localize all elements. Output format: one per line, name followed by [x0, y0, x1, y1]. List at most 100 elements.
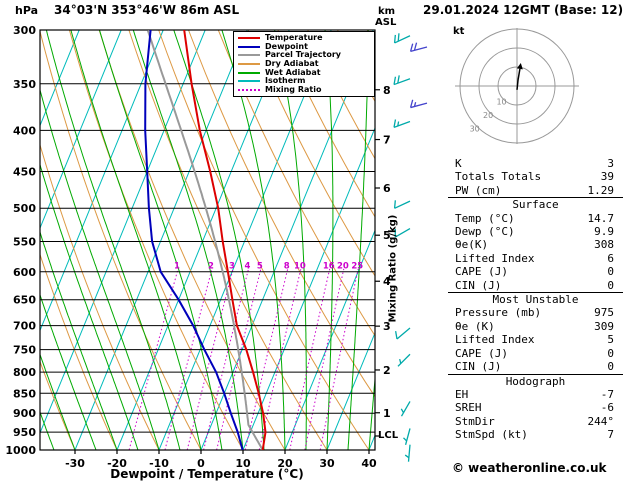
panel-row-label: Lifted Index	[455, 251, 535, 265]
hodograph-trace-arrow	[516, 63, 523, 70]
panel-row-value: 7	[607, 428, 614, 442]
pressure-tick-label: 500	[13, 202, 36, 215]
mixing-ratio-value-label: 4	[245, 261, 251, 271]
legend-item: Dry Adiabat	[234, 60, 374, 69]
legend-line-sample	[238, 71, 260, 74]
panel-row: Temp (°C) 14.7	[448, 212, 623, 225]
legend-label: Isotherm	[265, 76, 306, 86]
legend-item: Wet Adiabat	[234, 68, 374, 77]
km-tick-label: 6	[383, 182, 391, 195]
panel-row-label: θe (K)	[455, 319, 495, 333]
mixing-ratio-value-label: 2	[208, 261, 214, 271]
panel-row-label: CIN (J)	[455, 360, 502, 374]
mixing-ratio-value-label: 3	[229, 261, 235, 271]
legend-item: Temperature	[234, 34, 374, 43]
panel-row: StmSpd (kt) 7	[448, 428, 623, 441]
panel-row-value: 1.29	[587, 183, 615, 197]
pressure-tick-label: 950	[13, 426, 36, 439]
panel-row-label: CAPE (J)	[455, 346, 508, 360]
pressure-tick-label: 750	[13, 344, 36, 357]
pressure-tick-label: 350	[13, 78, 36, 91]
pressure-tick-label: 400	[13, 124, 36, 137]
legend-line-sample	[238, 80, 260, 83]
wind-barbs	[393, 33, 428, 462]
legend-line-sample	[238, 45, 260, 48]
panel-row-label: K	[455, 157, 462, 170]
mixing-ratio-value-label: 1	[174, 261, 180, 271]
panel-row-label: θe(K)	[455, 238, 489, 252]
panel-row: Lifted Index 5	[448, 333, 623, 346]
panel-row: θe(K) 308	[448, 238, 623, 251]
legend-label: Mixing Ratio	[265, 84, 322, 94]
hodograph-ring-label: 20	[483, 111, 493, 120]
panel-row: Pressure (mb) 975	[448, 306, 623, 319]
panel-row-value: 308	[594, 238, 614, 252]
legend-item: Dewpoint	[234, 42, 374, 52]
mixing-ratio-value-label: 20	[337, 261, 349, 271]
datetime-title: 29.01.2024 12GMT (Base: 12)	[423, 3, 624, 17]
temp-tick-label: 40	[361, 457, 377, 470]
mixing-ratio-axis-label: Mixing Ratio (g/kg)	[387, 214, 399, 323]
panel-row-label: CAPE (J)	[455, 265, 508, 279]
legend-label: Wet Adiabat	[265, 67, 321, 77]
legend-item: Parcel Trajectory	[234, 51, 374, 60]
pressure-tick-label: 700	[13, 320, 36, 333]
panel-row-value: 975	[594, 306, 614, 320]
legend-line-sample	[238, 63, 260, 66]
hodograph-ring	[478, 47, 556, 125]
mixing-ratio-value-label: 10	[294, 261, 306, 271]
pressure-unit-label: hPa	[15, 4, 39, 17]
panel-row-value: 6	[607, 251, 614, 265]
panel-row: CIN (J) 0	[448, 279, 623, 292]
mixing-ratio-value-label: 16	[323, 261, 335, 271]
panel-row-label: Lifted Index	[455, 333, 535, 347]
panel-row-value: 0	[607, 360, 614, 374]
hodograph-trace	[516, 68, 521, 90]
panel-row-label: Temp (°C)	[455, 211, 515, 225]
km-tick-label: 2	[383, 364, 391, 377]
temp-tick-label: -30	[65, 457, 85, 470]
parcel-trajectory-line	[146, 30, 264, 450]
station-title: 34°03'N 353°46'W 86m ASL	[54, 3, 240, 17]
panel-row-value: 0	[607, 346, 614, 360]
km-tick-label: 3	[383, 320, 391, 333]
legend-label: Dry Adiabat	[265, 59, 319, 69]
panel-row-label: Pressure (mb)	[455, 306, 542, 320]
panel-row-value: 244°	[587, 414, 615, 428]
mixing-ratio-value-label: 5	[257, 261, 263, 271]
panel-row: CAPE (J) 0	[448, 265, 623, 278]
hodograph-ring-label: 30	[470, 124, 480, 133]
legend-label: Temperature	[265, 33, 323, 43]
pressure-tick-label: 550	[13, 235, 36, 248]
temp-tick-label: 20	[277, 457, 293, 470]
panel-row-label: Totals Totals	[455, 170, 542, 184]
hodograph-ring	[459, 28, 575, 144]
panel-row-label: StmSpd (kt)	[455, 428, 528, 442]
lcl-marker-label: LCL	[378, 430, 399, 441]
pressure-tick-label: 650	[13, 294, 36, 307]
dewpoint-line	[144, 30, 244, 450]
panel-row: Totals Totals 39	[448, 170, 623, 183]
temperature-axis-label: Dewpoint / Temperature (°C)	[110, 467, 304, 481]
legend-line-sample	[238, 37, 260, 40]
km-tick-label: 7	[383, 134, 391, 147]
copyright-text: © weatheronline.co.uk	[452, 461, 607, 475]
temperature-line	[183, 30, 267, 450]
km-tick-label: 1	[383, 407, 391, 420]
legend-label: Parcel Trajectory	[265, 50, 341, 60]
panel-row-label: StmDir	[455, 414, 495, 428]
panel-row-label: PW (cm)	[455, 183, 502, 197]
panel-row: SREH -6	[448, 401, 623, 414]
pressure-tick-label: 450	[13, 165, 36, 178]
panel-row: Lifted Index 6	[448, 252, 623, 265]
panel-row: θe (K) 309	[448, 320, 623, 333]
legend-box: Temperature Dewpoint Parcel Trajectory Dry …	[233, 31, 375, 98]
panel-row-label: Dewp (°C)	[455, 225, 515, 239]
indices-panel: K 3 Totals Totals 39 PW (cm) 1.29 Surface Temp …	[448, 157, 623, 442]
pressure-tick-label: 1000	[5, 444, 36, 457]
temp-tick-label: -10	[149, 457, 169, 470]
sounding-curves	[144, 30, 267, 450]
panel-section-header: Hodograph	[448, 373, 623, 388]
km-tick-label: 4	[383, 275, 391, 288]
